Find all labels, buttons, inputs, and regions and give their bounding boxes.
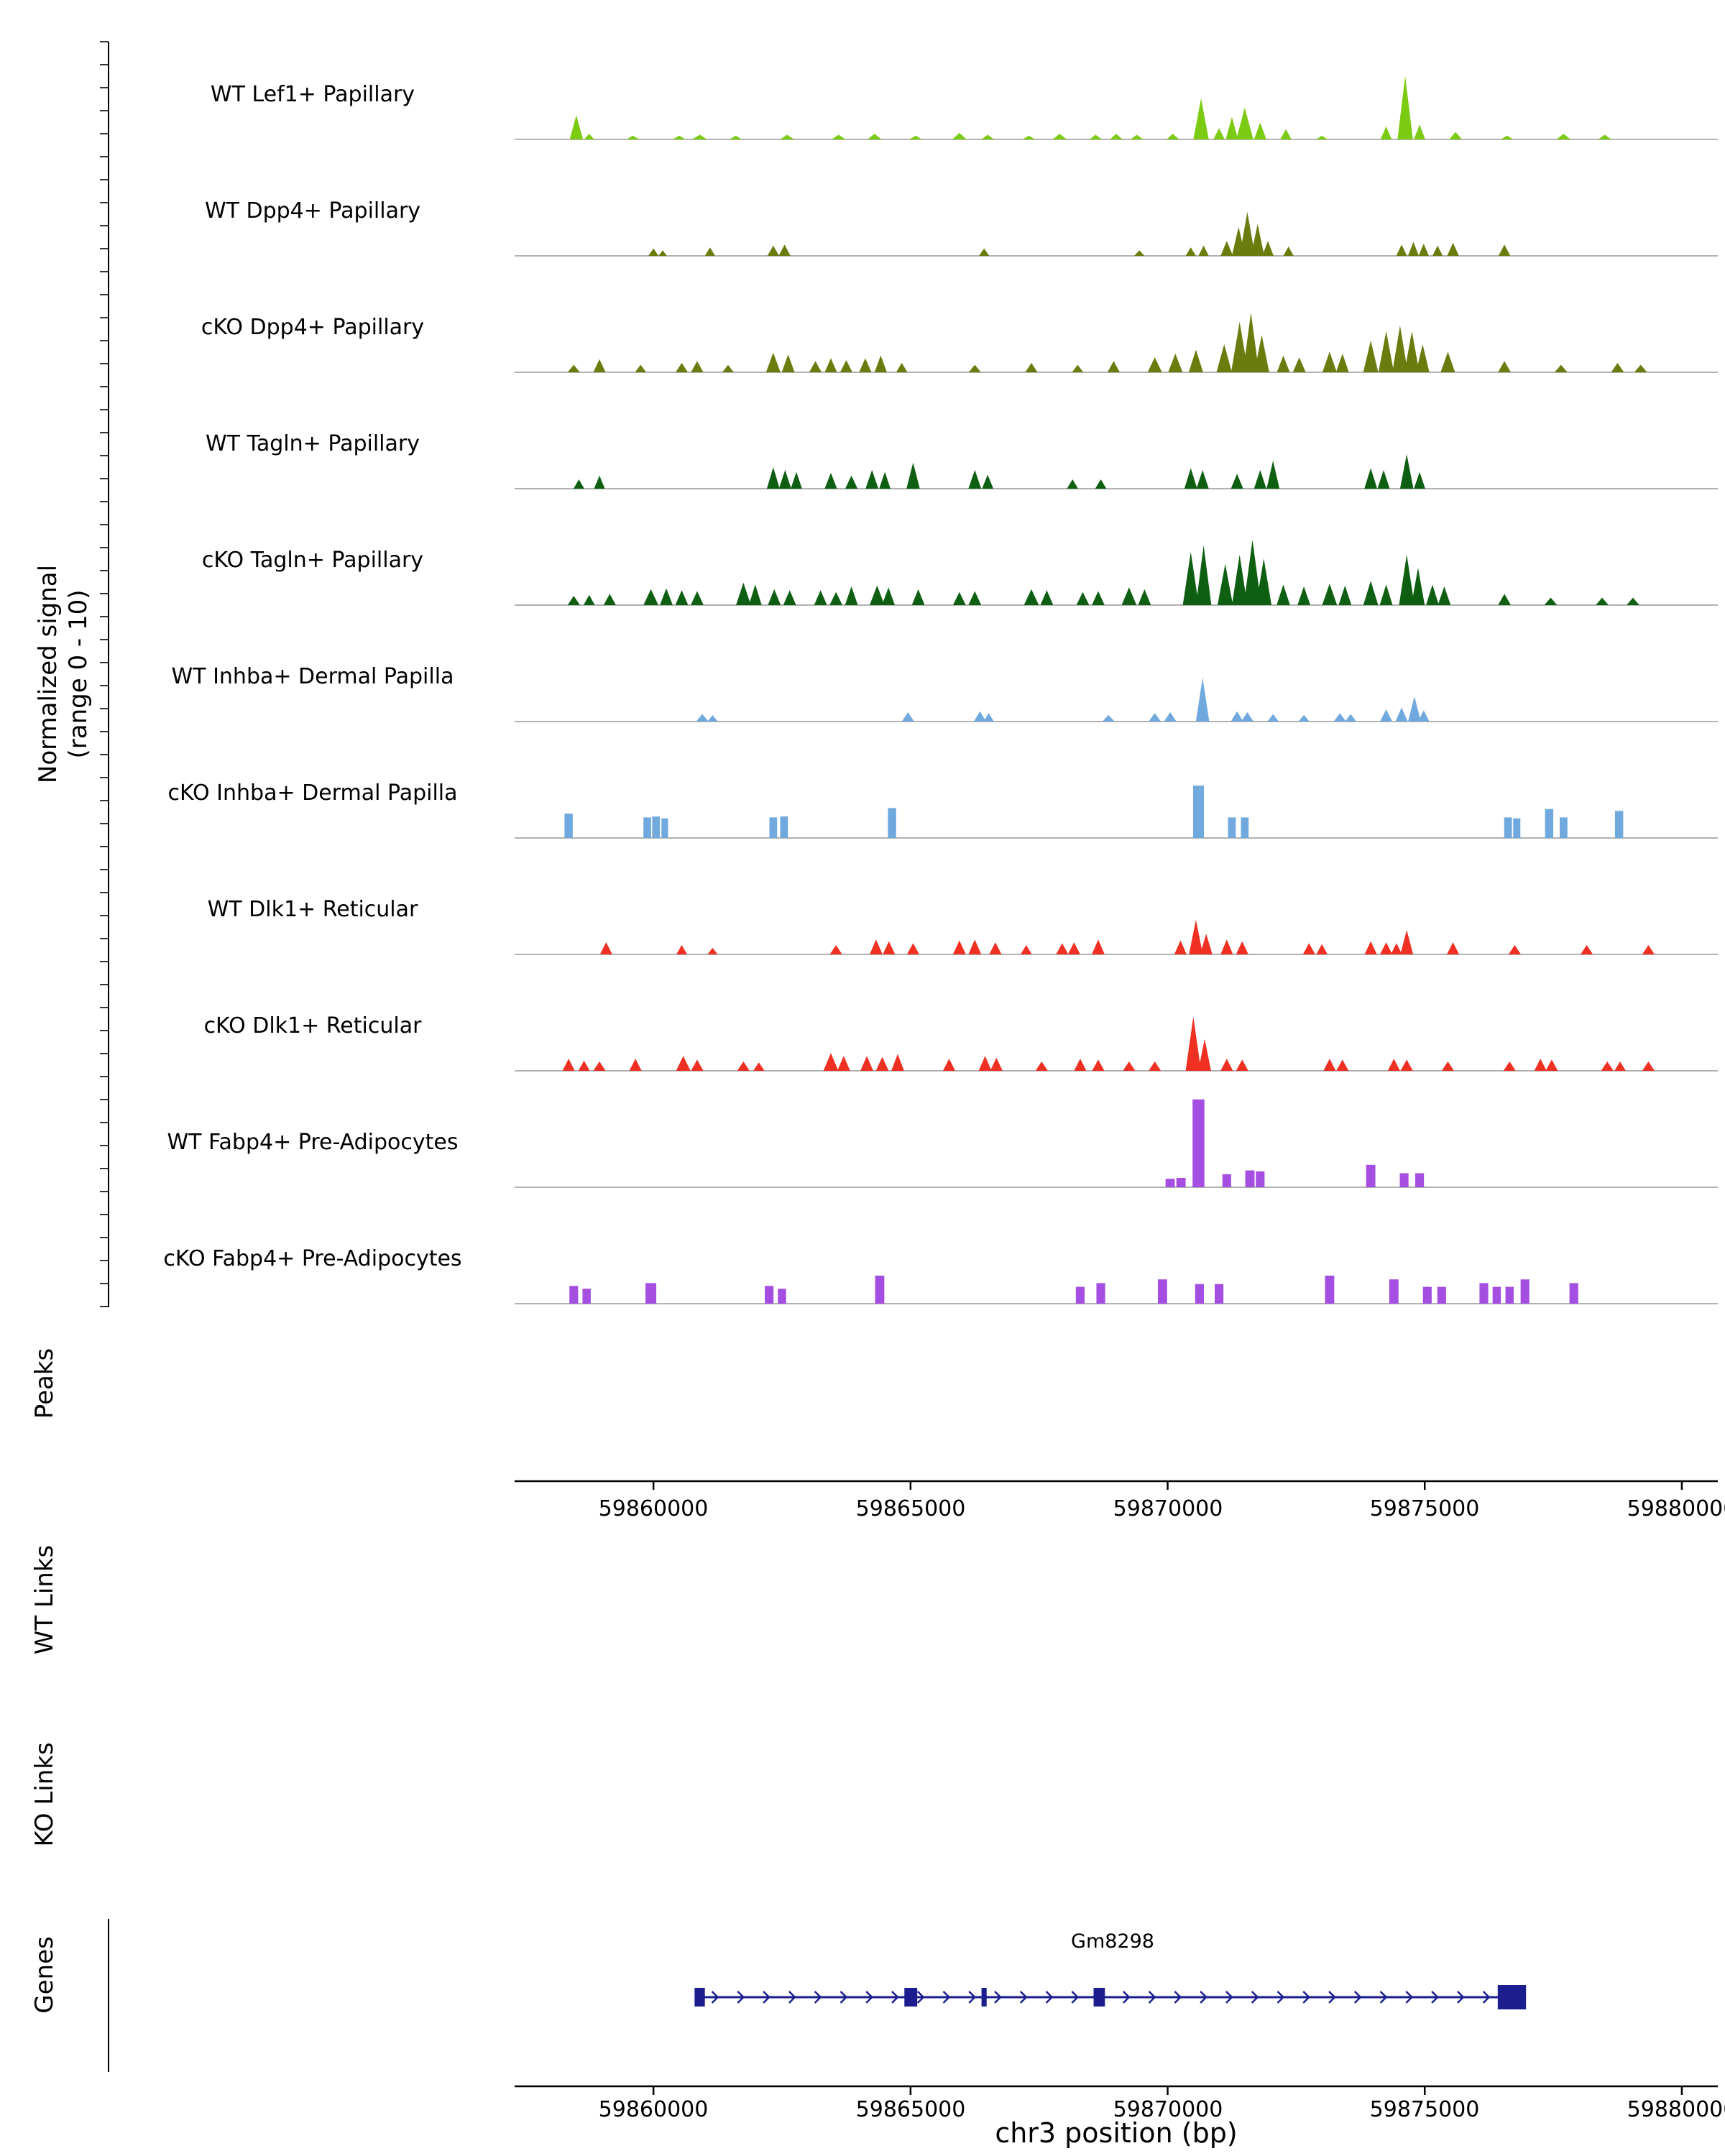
section-label-wt-links: WT Links (30, 1544, 59, 1655)
x-tick-label: 59865000 (855, 2097, 966, 2122)
x-tick-label: 59870000 (1113, 1496, 1223, 1521)
coverage-track (515, 75, 1718, 140)
x-tick-label: 59870000 (1113, 2097, 1223, 2122)
coverage-track (515, 1099, 1718, 1188)
strand-arrow-icon (916, 1991, 925, 2004)
strand-arrow-icon (968, 1991, 977, 2004)
strand-arrow-icon (1431, 1991, 1439, 2004)
gene-exon (904, 1988, 918, 2007)
strand-arrow-icon (788, 1991, 796, 2004)
x-tick-label: 59860000 (598, 2097, 709, 2122)
gene-exon (1497, 1985, 1527, 2009)
strand-arrow-icon (711, 1991, 719, 2004)
track-label-wt-dpp4-papillary: WT Dpp4+ Papillary (204, 198, 421, 224)
section-label-ko-links: KO Links (30, 1742, 59, 1847)
track-label-wt-tagln-papillary: WT Tagln+ Papillary (206, 431, 420, 456)
track-label-cko-inhba-dermal-papilla: cKO Inhba+ Dermal Papilla (167, 780, 458, 806)
strand-arrow-icon (737, 1991, 745, 2004)
strand-arrow-icon (1200, 1991, 1208, 2004)
track-label-wt-inhba-dermal-papilla: WT Inhba+ Dermal Papilla (171, 664, 454, 689)
x-axis-title: chr3 position (bp) (995, 2117, 1238, 2149)
x-tick-label: 59880000 (1627, 1496, 1725, 1521)
x-tick-label: 59875000 (1369, 2097, 1480, 2122)
strand-arrow-icon (1353, 1991, 1362, 2004)
section-label-genes: Genes (30, 1936, 59, 2014)
gene-name-label: Gm8298 (1071, 1930, 1154, 1953)
coverage-track (515, 453, 1718, 489)
x-axis (515, 2085, 1718, 2095)
track-label-wt-lef1-papillary: WT Lef1+ Papillary (210, 82, 415, 107)
x-tick-label: 59880000 (1627, 2097, 1725, 2122)
strand-arrow-icon (994, 1991, 1002, 2004)
strand-arrow-icon (1225, 1991, 1233, 2004)
coverage-track (515, 1016, 1718, 1072)
strand-arrow-icon (1405, 1991, 1414, 2004)
coverage-track (515, 1276, 1718, 1304)
strand-arrow-icon (814, 1991, 822, 2004)
strand-arrow-icon (1019, 1991, 1028, 2004)
x-tick-label: 59875000 (1369, 1496, 1480, 1521)
gene-model (694, 1985, 1527, 2009)
gene-exon (981, 1988, 987, 2007)
strand-arrow-icon (840, 1991, 848, 2004)
strand-arrow-icon (1457, 1991, 1465, 2004)
strand-arrow-icon (1148, 1991, 1156, 2004)
strand-arrow-icon (1251, 1991, 1259, 2004)
gene-exon (694, 1988, 705, 2007)
strand-arrow-icon (942, 1991, 951, 2004)
track-label-cko-dpp4-papillary: cKO Dpp4+ Papillary (201, 315, 425, 340)
coverage-track (515, 677, 1718, 722)
section-label-peaks: Peaks (30, 1348, 59, 1419)
x-tick-label: 59865000 (855, 1496, 966, 1521)
strand-arrow-icon (1071, 1991, 1080, 2004)
coverage-track (515, 211, 1718, 257)
strand-arrow-icon (865, 1991, 873, 2004)
strand-arrow-icon (1045, 1991, 1054, 2004)
track-label-wt-dlk1-reticular: WT Dlk1+ Reticular (207, 897, 418, 922)
strand-arrow-icon (1276, 1991, 1285, 2004)
coverage-track (515, 786, 1718, 839)
strand-arrow-icon (1302, 1991, 1311, 2004)
x-tick-label: 59860000 (598, 1496, 709, 1521)
strand-arrow-icon (1482, 1991, 1491, 2004)
coverage-track (515, 919, 1718, 955)
strand-arrow-icon (1123, 1991, 1131, 2004)
strand-arrow-icon (1379, 1991, 1388, 2004)
gene-exon (1093, 1988, 1105, 2007)
x-axis (515, 1480, 1718, 1490)
track-label-wt-fabp4-pre-adipocytes: WT Fabp4+ Pre-Adipocytes (167, 1130, 459, 1155)
y-axis (100, 41, 109, 1307)
strand-arrow-icon (1328, 1991, 1336, 2004)
strand-arrow-icon (1174, 1991, 1182, 2004)
coverage-track (515, 540, 1718, 606)
track-label-cko-tagln-papillary: cKO Tagln+ Papillary (201, 548, 424, 573)
strand-arrow-icon (891, 1991, 899, 2004)
coverage-track (515, 312, 1718, 373)
strand-arrow-icon (763, 1991, 770, 2004)
track-label-cko-dlk1-reticular: cKO Dlk1+ Reticular (203, 1013, 422, 1038)
track-label-cko-fabp4-pre-adipocytes: cKO Fabp4+ Pre-Adipocytes (163, 1246, 462, 1271)
